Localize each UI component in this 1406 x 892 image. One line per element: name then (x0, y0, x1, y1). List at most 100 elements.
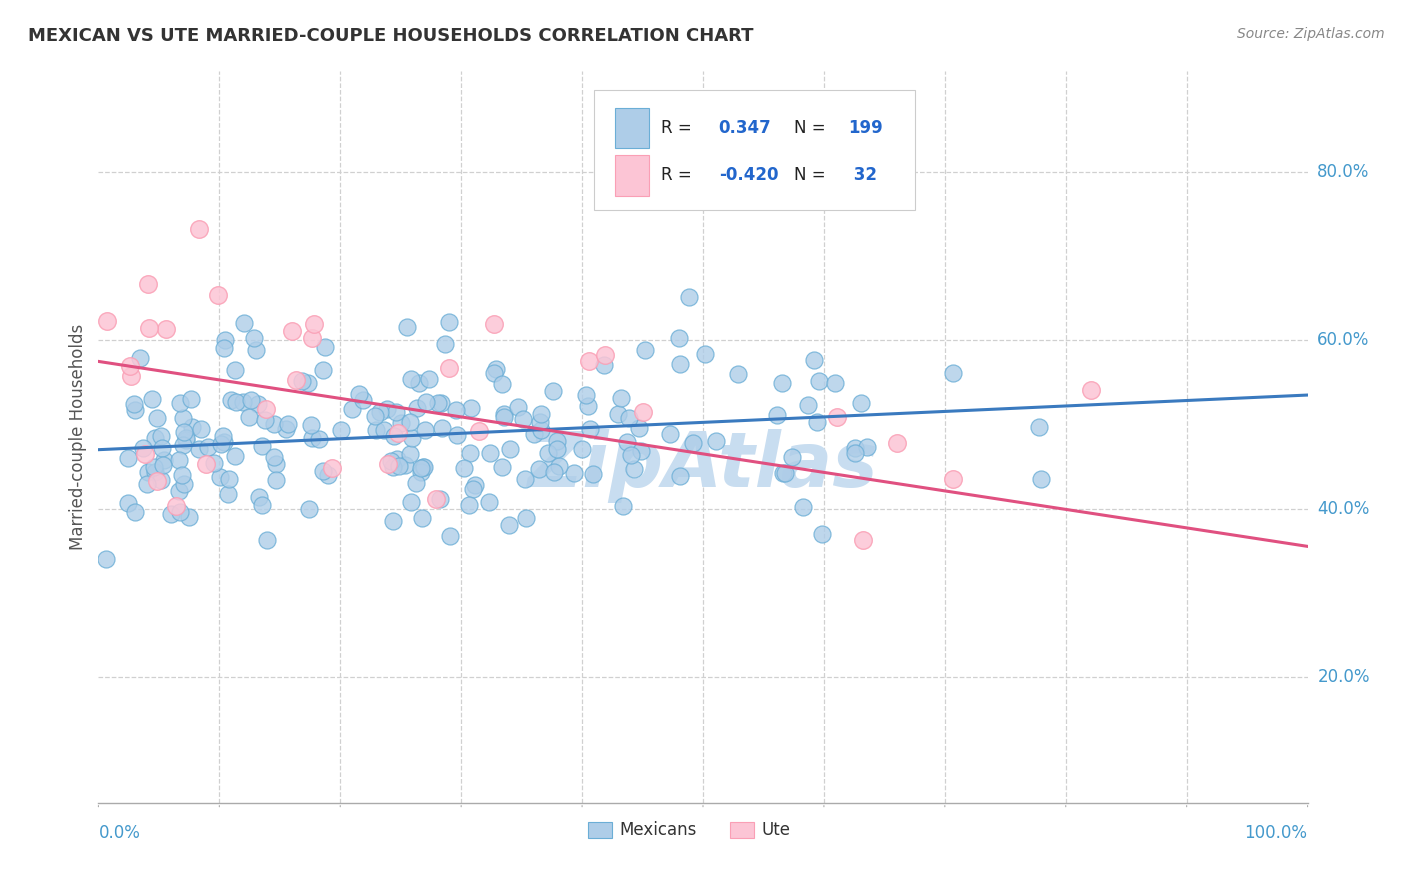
Point (214, 333, 236, 347)
Point (571, 442, 593, 456)
Point (460, 401, 482, 415)
Point (409, 461, 432, 475)
Point (579, 422, 602, 436)
Point (256, 533, 278, 547)
Point (252, 498, 274, 512)
Point (301, 331, 323, 345)
Text: 199: 199 (848, 119, 883, 136)
Point (523, 426, 546, 441)
Point (394, 458, 416, 473)
Point (693, 347, 716, 361)
Point (347, 387, 370, 401)
Point (669, 357, 692, 371)
Point (543, 465, 565, 479)
Point (134, 447, 156, 461)
Point (395, 319, 418, 334)
Point (129, 351, 152, 365)
Point (155, 321, 177, 335)
Text: 32: 32 (848, 166, 877, 185)
Point (172, 410, 194, 425)
Point (118, 359, 141, 373)
Point (246, 396, 269, 410)
Point (458, 498, 481, 512)
Point (387, 451, 409, 466)
Point (254, 401, 277, 416)
Point (382, 460, 405, 475)
Point (453, 461, 475, 475)
Point (250, 439, 273, 453)
Point (1029, 472, 1052, 486)
Text: R =: R = (661, 119, 697, 136)
Text: 60.0%: 60.0% (1317, 332, 1369, 350)
Point (145, 431, 167, 445)
Point (301, 431, 323, 445)
Point (1080, 383, 1102, 397)
Point (772, 466, 794, 480)
Point (143, 465, 166, 479)
Point (941, 472, 963, 486)
Point (458, 446, 481, 460)
Point (281, 324, 304, 338)
Point (439, 529, 461, 543)
Point (437, 315, 460, 329)
Point (811, 526, 834, 541)
Point (623, 462, 645, 476)
Point (124, 403, 146, 417)
Point (180, 392, 202, 406)
Point (195, 457, 218, 471)
Point (238, 410, 260, 425)
Point (446, 427, 468, 442)
Point (617, 411, 640, 425)
Point (429, 491, 451, 506)
Bar (588, 822, 613, 838)
Point (527, 462, 550, 476)
Point (682, 435, 704, 450)
Point (482, 366, 505, 380)
Text: Source: ZipAtlas.com: Source: ZipAtlas.com (1237, 27, 1385, 41)
Point (180, 420, 202, 434)
Point (437, 361, 460, 376)
Point (491, 460, 513, 475)
Point (298, 502, 321, 516)
Point (630, 444, 652, 458)
Point (150, 429, 173, 443)
Point (515, 472, 537, 486)
Point (797, 398, 820, 412)
Point (616, 435, 638, 450)
Point (211, 429, 233, 443)
Point (546, 442, 568, 456)
Point (219, 393, 242, 408)
Point (173, 425, 195, 439)
Bar (614, 108, 648, 148)
Point (218, 472, 240, 486)
Point (142, 459, 165, 474)
Point (427, 396, 450, 410)
Point (165, 499, 187, 513)
Point (541, 384, 564, 399)
Point (170, 467, 193, 482)
Point (135, 477, 157, 491)
Point (413, 460, 436, 475)
Point (633, 343, 655, 358)
Point (179, 509, 201, 524)
Point (491, 377, 513, 392)
Point (610, 391, 633, 405)
Point (825, 410, 848, 425)
Point (264, 473, 287, 487)
FancyBboxPatch shape (595, 90, 915, 211)
Point (704, 434, 727, 449)
Point (401, 431, 423, 445)
Point (274, 422, 297, 436)
Point (492, 408, 515, 422)
Point (844, 446, 866, 460)
Point (364, 409, 387, 423)
Point (405, 401, 427, 415)
Point (824, 376, 846, 391)
Point (352, 392, 374, 407)
Point (498, 518, 520, 533)
Point (368, 405, 391, 419)
Point (138, 321, 160, 335)
Point (658, 427, 681, 442)
Point (152, 458, 174, 472)
Point (612, 499, 634, 513)
